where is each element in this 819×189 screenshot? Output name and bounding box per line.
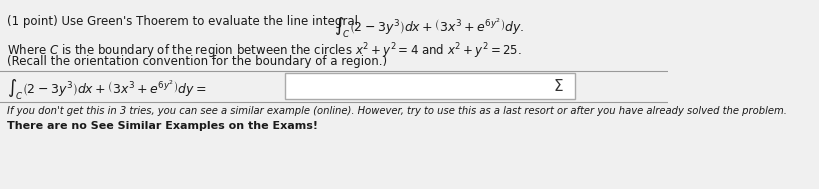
Text: (Recall the orientation convention for the boundary of a region.): (Recall the orientation convention for t… (7, 55, 387, 68)
Text: If you don't get this in 3 tries, you can see a similar example (online). Howeve: If you don't get this in 3 tries, you ca… (7, 106, 786, 116)
Text: $\Sigma$: $\Sigma$ (553, 78, 563, 94)
Text: $\int_C \left(2-3y^3\right)dx + \left(3x^3+e^{6y^2}\right)dy.$: $\int_C \left(2-3y^3\right)dx + \left(3x… (334, 15, 525, 40)
FancyBboxPatch shape (285, 73, 575, 99)
Text: Where $C$ is the boundary of the region between the circles $x^2+y^2=4$ and $x^2: Where $C$ is the boundary of the region … (7, 41, 521, 61)
Text: (1 point) Use Green's Thoerem to evaluate the line integral: (1 point) Use Green's Thoerem to evaluat… (7, 15, 358, 28)
Text: There are no See Similar Examples on the Exams!: There are no See Similar Examples on the… (7, 121, 318, 131)
Text: $\int_C \left(2-3y^3\right)dx + \left(3x^3+e^{6y^2}\right)dy=$: $\int_C \left(2-3y^3\right)dx + \left(3x… (7, 77, 206, 102)
